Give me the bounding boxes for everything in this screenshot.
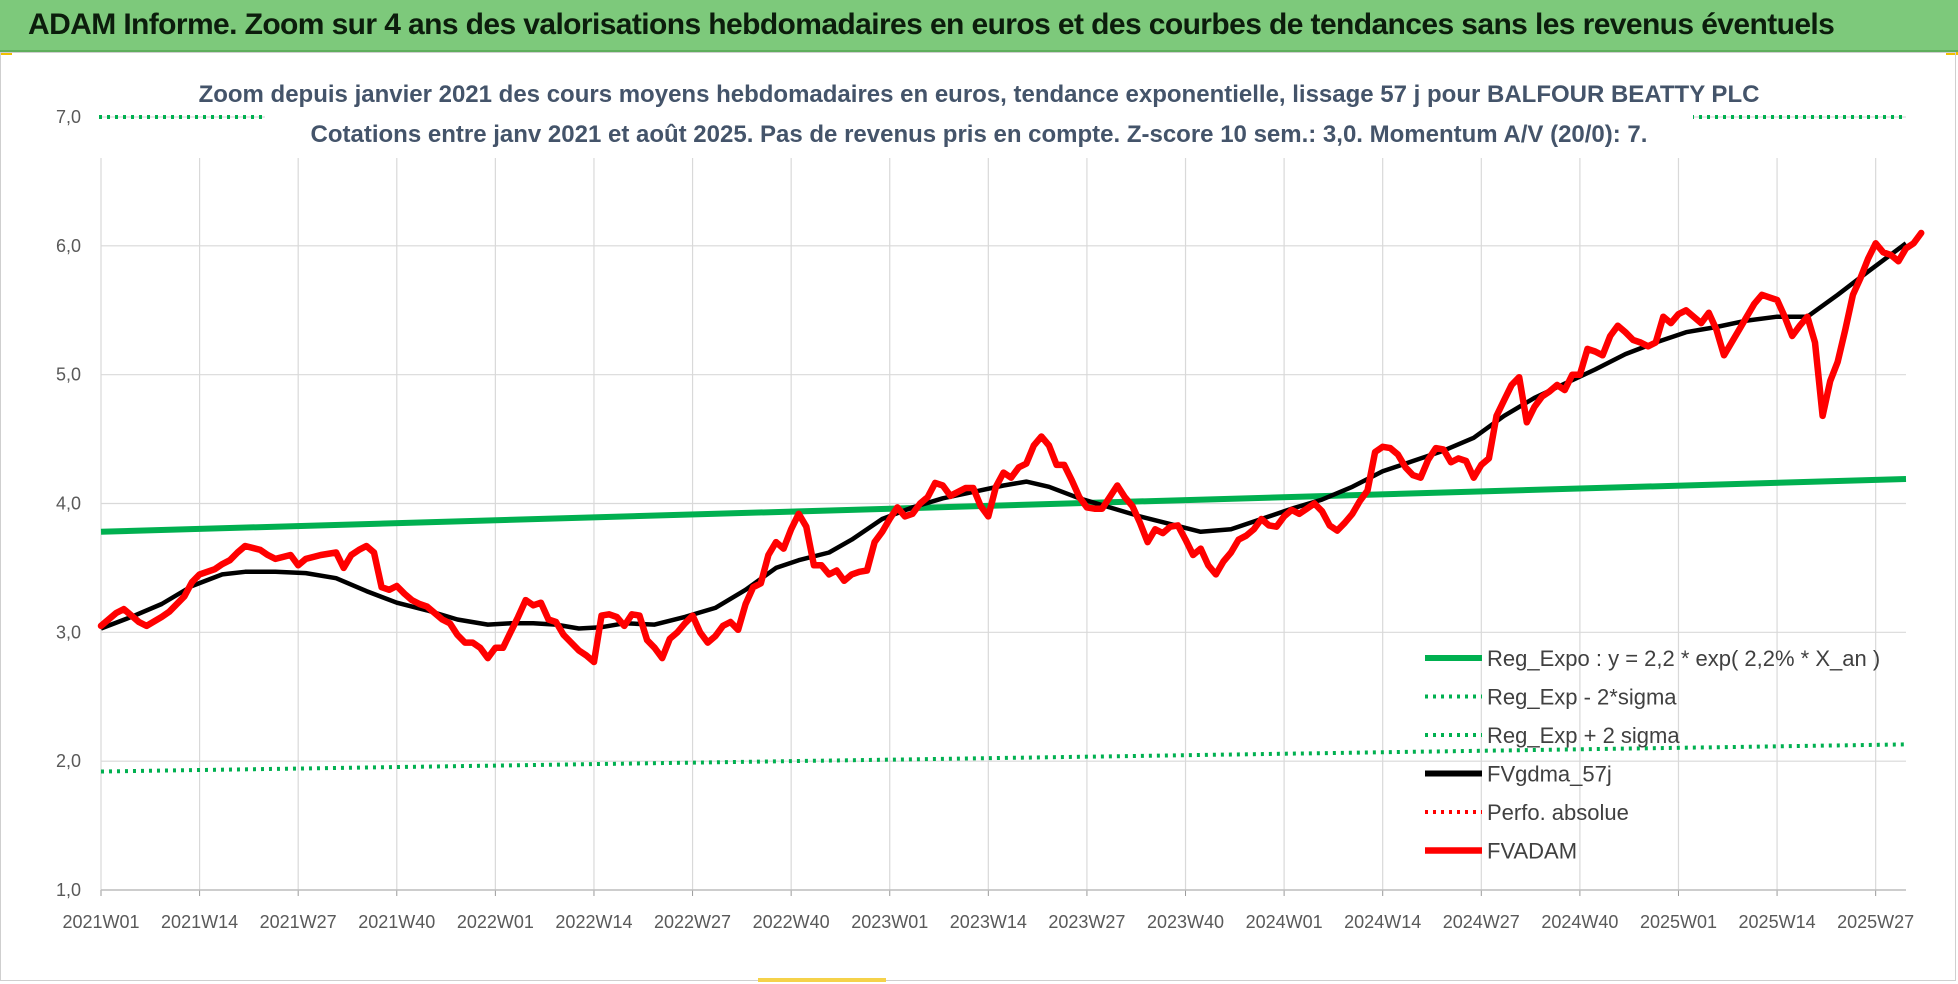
x-tick-label: 2024W27 [1443, 912, 1520, 932]
x-tick-label: 2022W14 [555, 912, 632, 932]
y-tick-label: 2,0 [56, 751, 81, 771]
x-tick-label: 2021W01 [62, 912, 139, 932]
legend-label: FVgdma_57j [1487, 762, 1612, 787]
series-reg-exp-minus-2sigma [100, 742, 1907, 774]
x-tick-label: 2022W01 [457, 912, 534, 932]
legend-label: Reg_Exp + 2 sigma [1487, 723, 1680, 748]
y-tick-label: 6,0 [56, 236, 81, 256]
legend: Reg_Expo : y = 2,2 * exp( 2,2% * X_an ) R… [1425, 646, 1880, 864]
corner-mark-left [0, 52, 12, 55]
legend-label: Perfo. absolue [1487, 800, 1629, 825]
chart-title-line-1: Zoom depuis janvier 2021 des cours moyen… [199, 81, 1760, 108]
x-tick-label: 2024W14 [1344, 912, 1421, 932]
y-tick-labels: 1,0 2,0 3,0 4,0 5,0 6,0 7,0 [56, 107, 81, 900]
x-tick-label: 2023W01 [851, 912, 928, 932]
x-tick-label: 2024W01 [1246, 912, 1323, 932]
series-reg-expo [100, 476, 1907, 535]
corner-mark-right [1946, 52, 1958, 55]
x-tick-label: 2024W40 [1541, 912, 1618, 932]
y-tick-label: 7,0 [56, 107, 81, 127]
x-tick-label: 2025W27 [1837, 912, 1914, 932]
title-backdrop [265, 79, 1693, 155]
bottom-marker [758, 978, 886, 982]
series-fvadam [97, 229, 1925, 666]
y-tick-label: 5,0 [56, 365, 81, 385]
header-bar: ADAM Informe. Zoom sur 4 ans des valoris… [0, 0, 1958, 52]
x-tick-labels: 2021W01 2021W14 2021W27 2021W40 2022W01 2022W… [62, 912, 1914, 932]
x-tick-label: 2025W01 [1640, 912, 1717, 932]
page-title: ADAM Informe. Zoom sur 4 ans des valoris… [28, 8, 1835, 41]
x-tick-label: 2025W14 [1739, 912, 1816, 932]
lower-band-group [100, 742, 1907, 774]
x-tick-label: 2021W40 [358, 912, 435, 932]
chart-title-line-2: Cotations entre janv 2021 et août 2025. … [311, 121, 1648, 148]
series-fvgdma-57j [100, 241, 1908, 631]
legend-label: Reg_Expo : y = 2,2 * exp( 2,2% * X_an ) [1487, 646, 1880, 671]
y-tick-label: 3,0 [56, 622, 81, 642]
x-tick-label: 2021W14 [161, 912, 238, 932]
x-tick-label: 2022W40 [753, 912, 830, 932]
y-tick-label: 4,0 [56, 494, 81, 514]
x-tick-label: 2022W27 [654, 912, 731, 932]
chart-frame [0, 52, 1956, 981]
series-lines [97, 229, 1925, 666]
legend-label: Reg_Exp - 2*sigma [1487, 685, 1677, 710]
x-tick-label: 2023W27 [1048, 912, 1125, 932]
x-tick-label: 2023W14 [950, 912, 1027, 932]
x-tick-label: 2021W27 [260, 912, 337, 932]
x-tick-label: 2023W40 [1147, 912, 1224, 932]
y-tick-label: 1,0 [56, 880, 81, 900]
legend-label: FVADAM [1487, 839, 1577, 864]
